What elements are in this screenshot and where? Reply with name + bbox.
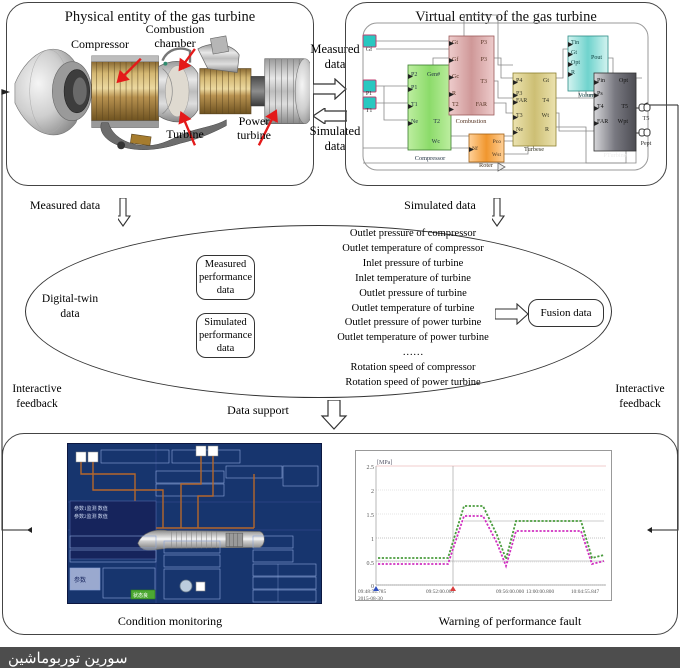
svg-text:Pco: Pco (493, 139, 502, 145)
svg-text:状态良: 状态良 (133, 592, 148, 599)
svg-text:参数1监测 数值: 参数1监测 数值 (74, 505, 108, 512)
svg-text:T1: T1 (366, 108, 373, 114)
svg-text:Wpt: Wpt (618, 119, 629, 125)
svg-text:13:00:00.800: 13:00:00.800 (526, 589, 554, 595)
svg-text:Gf: Gf (452, 56, 458, 63)
svg-text:P1: P1 (366, 91, 372, 97)
svg-text:参数2监测 数值: 参数2监测 数值 (74, 513, 108, 520)
svg-text:Nf: Nf (472, 145, 478, 152)
svg-text:10:04:55.847: 10:04:55.847 (571, 589, 599, 595)
svg-text:R: R (545, 127, 549, 133)
svg-text:Opt: Opt (571, 60, 580, 66)
svg-text:Ps: Ps (597, 91, 603, 97)
svg-text:09:52:00.000: 09:52:00.000 (426, 589, 454, 595)
svg-text:T2: T2 (452, 102, 459, 108)
svg-text:P3: P3 (481, 57, 487, 63)
svg-text:Roter: Roter (479, 162, 494, 169)
svg-text:09:48:54.785: 09:48:54.785 (358, 589, 386, 595)
svg-text:Gf: Gf (366, 46, 372, 53)
svg-text:P3: P3 (481, 40, 487, 46)
svg-text:P3: P3 (516, 91, 522, 97)
svg-text:T3: T3 (480, 79, 487, 85)
svg-text:T5: T5 (621, 104, 628, 110)
svg-text:T5: T5 (643, 116, 650, 122)
svg-text:Gt: Gt (543, 78, 549, 84)
svg-text:0.5: 0.5 (367, 561, 375, 567)
svg-text:参数: 参数 (74, 576, 86, 584)
svg-text:T1: T1 (411, 102, 418, 108)
svg-text:P4: P4 (516, 78, 522, 84)
svg-text:FAR: FAR (597, 119, 608, 125)
svg-text:Gen#: Gen# (427, 72, 440, 78)
svg-text:Wc: Wc (432, 139, 441, 145)
svg-text:T2: T2 (433, 119, 440, 125)
svg-text:P2: P2 (411, 72, 417, 78)
svg-text:Wst: Wst (492, 152, 501, 158)
svg-text:T3: T3 (516, 113, 523, 119)
svg-text:Ne: Ne (411, 119, 418, 125)
svg-text:Compressor: Compressor (415, 155, 446, 162)
svg-text:1.5: 1.5 (367, 513, 375, 519)
svg-text:Combustion: Combustion (456, 118, 488, 125)
svg-text:Gt: Gt (571, 50, 577, 56)
svg-text:Pin: Pin (597, 78, 605, 84)
svg-text:2015-08-30: 2015-08-30 (358, 596, 383, 602)
svg-text:T4: T4 (597, 104, 604, 110)
svg-text:FAR: FAR (476, 102, 487, 108)
svg-text:[MPa]: [MPa] (377, 460, 392, 466)
svg-text:2.5: 2.5 (367, 465, 375, 471)
svg-text:FAR: FAR (516, 98, 527, 104)
svg-text:2: 2 (371, 489, 374, 495)
svg-text:1: 1 (371, 537, 374, 543)
svg-text:PTurbine: PTurbine (603, 152, 626, 159)
svg-text:Tin: Tin (571, 40, 579, 46)
svg-text:Wt: Wt (542, 113, 550, 119)
svg-text:Turbese: Turbese (524, 146, 544, 153)
svg-text:Gc: Gc (452, 74, 459, 80)
svg-text:09:56:00.000: 09:56:00.000 (496, 589, 524, 595)
svg-text:P1: P1 (411, 85, 417, 91)
svg-text:Pout: Pout (591, 55, 602, 61)
svg-text:Opt: Opt (619, 78, 628, 84)
svg-text:Pept: Pept (641, 141, 652, 147)
svg-text:T4: T4 (542, 98, 549, 104)
